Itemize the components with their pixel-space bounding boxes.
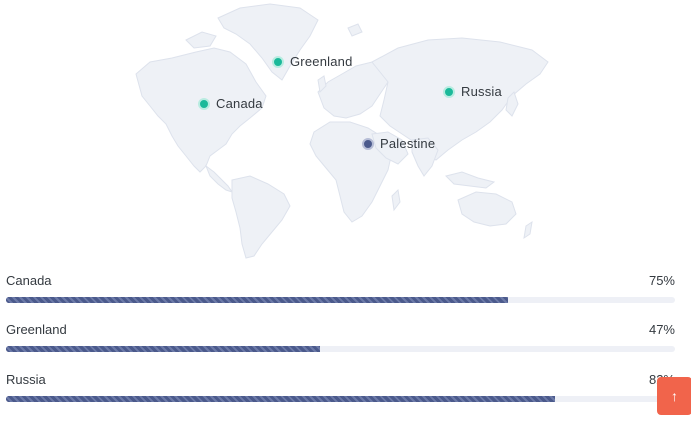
japan-shape — [505, 91, 519, 117]
marker-dot-canada[interactable] — [198, 97, 210, 110]
progress-track — [6, 346, 675, 352]
progress-track — [6, 297, 675, 303]
progress-label: Russia — [6, 372, 46, 387]
north-america-shape — [135, 47, 267, 173]
progress-track — [6, 396, 675, 402]
new-zealand-shape — [523, 220, 533, 240]
central-america-shape — [204, 164, 234, 193]
marker-label-canada: Canada — [216, 96, 263, 111]
progress-item-greenland: Greenland 47% — [6, 322, 675, 352]
arctic-islands-shape — [185, 31, 217, 49]
marker-label-russia: Russia — [461, 84, 502, 99]
svalbard-shape — [347, 23, 363, 37]
progress-bar — [6, 297, 508, 303]
progress-bar — [6, 346, 321, 352]
marker-canada[interactable]: Canada — [198, 96, 263, 111]
marker-greenland[interactable]: Greenland — [272, 54, 353, 69]
greenland-shape — [217, 3, 319, 81]
progress-item-canada: Canada 75% — [6, 273, 675, 303]
progress-label: Canada — [6, 273, 52, 288]
australia-shape — [457, 191, 517, 227]
marker-label-greenland: Greenland — [290, 54, 353, 69]
asia-shape — [371, 37, 549, 161]
progress-item-russia: Russia 82% — [6, 372, 675, 402]
marker-label-palestine: Palestine — [380, 136, 436, 151]
marker-palestine[interactable]: Palestine — [362, 136, 435, 151]
progress-bar — [6, 396, 555, 402]
world-map[interactable]: Greenland Canada Russia Palestine — [0, 0, 691, 262]
south-america-shape — [231, 175, 291, 259]
marker-dot-russia[interactable] — [443, 85, 455, 98]
marker-dot-greenland[interactable] — [272, 55, 284, 68]
progress-label: Greenland — [6, 322, 67, 337]
map-land — [135, 3, 549, 259]
indonesia-shape — [445, 171, 496, 189]
arrow-up-icon: ↑ — [671, 388, 678, 404]
madagascar-shape — [391, 188, 401, 212]
progress-value: 75% — [648, 273, 675, 288]
world-map-canvas — [135, 3, 549, 259]
marker-dot-palestine[interactable] — [362, 137, 374, 150]
india-shape — [411, 137, 439, 177]
europe-shape — [317, 61, 389, 119]
uk-shape — [317, 75, 327, 94]
progress-value: 47% — [648, 322, 675, 337]
scroll-to-top-button[interactable]: ↑ — [657, 377, 691, 415]
marker-russia[interactable]: Russia — [443, 84, 502, 99]
arabia-shape — [371, 131, 409, 165]
